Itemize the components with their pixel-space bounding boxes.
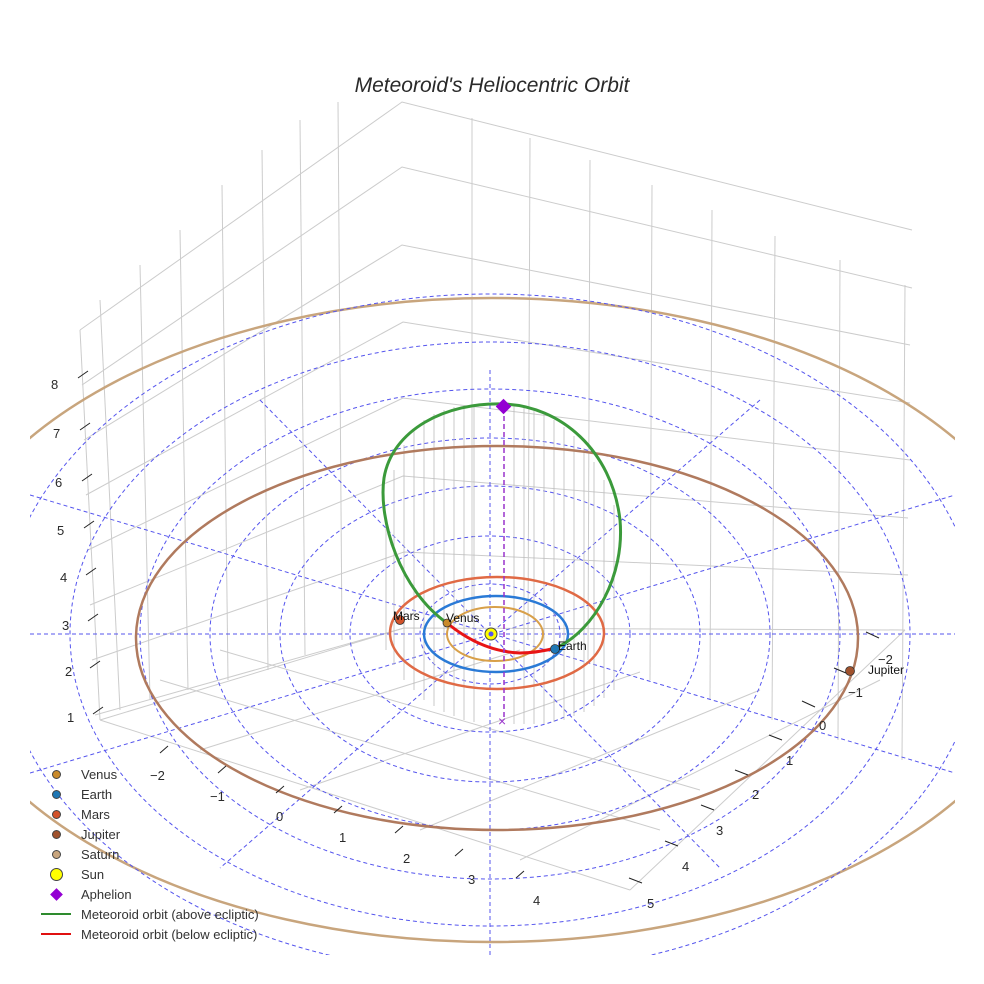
drop-lines [385, 404, 615, 724]
svg-text:3: 3 [468, 872, 475, 887]
legend-label: Mars [81, 806, 110, 822]
legend-label: Sun [81, 866, 105, 882]
earth-orbit [422, 594, 570, 674]
venus-marker[interactable] [442, 618, 452, 628]
y-axis-labels: −2 −1 0 1 2 3 4 5 [647, 652, 893, 911]
svg-text:2: 2 [752, 787, 759, 802]
legend-label: Jupiter [81, 826, 121, 842]
venus-label: Venus [446, 611, 479, 625]
legend-label: Meteoroid orbit (above ecliptic) [81, 906, 259, 922]
x-axis [159, 745, 525, 879]
x-axis-labels: −2 −1 0 1 2 3 4 [150, 768, 540, 908]
saturn-orbit [30, 296, 955, 944]
svg-text:3: 3 [62, 618, 69, 633]
jupiter-orbit [134, 444, 860, 832]
svg-text:2: 2 [403, 851, 410, 866]
legend-item-orbit-above[interactable]: Meteoroid orbit (above ecliptic) [36, 904, 259, 924]
svg-text:−1: −1 [210, 789, 225, 804]
mars-orbit [388, 575, 606, 691]
svg-text:1: 1 [786, 753, 793, 768]
earth-dot-icon [36, 784, 76, 804]
venus-orbit [446, 606, 544, 662]
green-line-icon [36, 904, 76, 924]
svg-text:1: 1 [339, 830, 346, 845]
meteoroid-orbit-below [446, 621, 557, 655]
venus-dot-icon [36, 764, 76, 784]
sun-marker[interactable] [484, 627, 498, 641]
svg-text:7: 7 [53, 426, 60, 441]
red-line-icon [36, 924, 76, 944]
sun-dot-icon [36, 864, 76, 884]
legend-label: Aphelion [81, 886, 132, 902]
svg-text:2: 2 [65, 664, 72, 679]
legend-item-earth[interactable]: Earth [36, 784, 259, 804]
legend-item-jupiter[interactable]: Jupiter [36, 824, 259, 844]
aphelion-marker[interactable] [495, 398, 512, 415]
svg-text:5: 5 [647, 896, 654, 911]
svg-text:3: 3 [716, 823, 723, 838]
earth-marker[interactable] [550, 644, 560, 654]
legend-label: Saturn [81, 846, 120, 862]
legend-item-venus[interactable]: Venus [36, 764, 259, 784]
z-axis-labels: 8 7 6 5 4 3 2 1 [51, 377, 74, 725]
svg-text:−2: −2 [878, 652, 893, 667]
svg-text:−1: −1 [848, 685, 863, 700]
svg-text:0: 0 [276, 809, 283, 824]
saturn-dot-icon [36, 844, 76, 864]
svg-text:−2: −2 [150, 768, 165, 783]
legend-item-sun[interactable]: Sun [36, 864, 259, 884]
y-axis [628, 631, 880, 884]
legend-label: Meteoroid orbit (below ecliptic) [81, 926, 258, 942]
svg-text:4: 4 [60, 570, 67, 585]
axis-box-grid [79, 101, 913, 891]
mars-marker[interactable] [395, 615, 405, 625]
jupiter-marker[interactable] [845, 666, 855, 676]
aphelion-diamond-icon [36, 884, 76, 904]
legend-item-aphelion[interactable]: Aphelion [36, 884, 259, 904]
svg-text:8: 8 [51, 377, 58, 392]
z-axis [77, 370, 104, 715]
jupiter-dot-icon [36, 824, 76, 844]
aphelion-projection-marker: × [498, 713, 506, 729]
svg-text:4: 4 [533, 893, 540, 908]
svg-text:4: 4 [682, 859, 689, 874]
legend-item-saturn[interactable]: Saturn [36, 844, 259, 864]
jupiter-label: Jupiter [868, 663, 904, 677]
svg-text:1: 1 [67, 710, 74, 725]
svg-text:0: 0 [819, 718, 826, 733]
svg-text:5: 5 [57, 523, 64, 538]
mars-label: Mars [393, 609, 420, 623]
svg-text:6: 6 [55, 475, 62, 490]
legend-item-orbit-below[interactable]: Meteoroid orbit (below ecliptic) [36, 924, 259, 944]
mars-dot-icon [36, 804, 76, 824]
chart-title: Meteoroid's Heliocentric Orbit [354, 74, 630, 97]
earth-label: Earth [558, 639, 587, 653]
legend-item-mars[interactable]: Mars [36, 804, 259, 824]
legend: Venus Earth Mars Jupiter Saturn Sun Aphe… [36, 764, 259, 944]
legend-label: Earth [81, 786, 113, 802]
legend-label: Venus [81, 766, 118, 782]
